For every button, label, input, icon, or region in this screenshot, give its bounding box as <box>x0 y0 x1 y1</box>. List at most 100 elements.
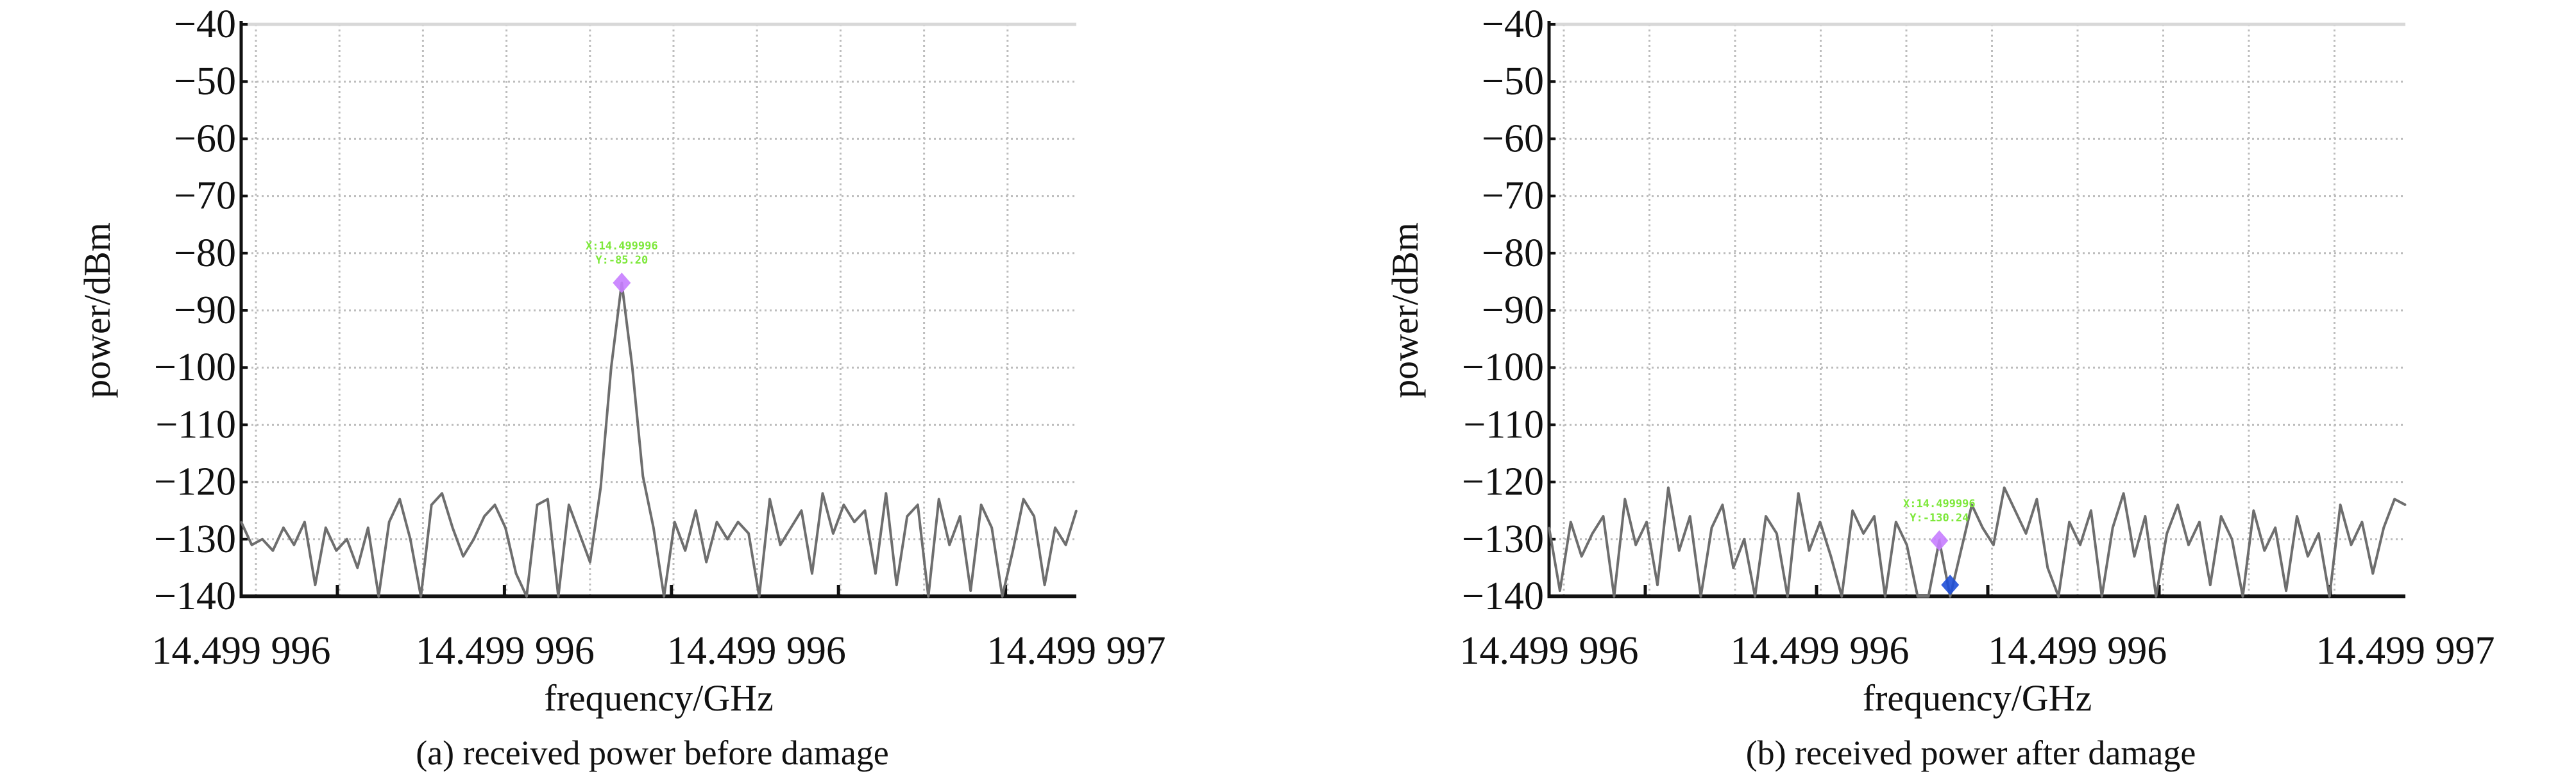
y-tick-label: −40 <box>174 3 236 46</box>
data-point <box>557 595 559 598</box>
data-point <box>1721 503 1724 506</box>
data-point <box>303 521 306 523</box>
data-point <box>2220 515 2223 517</box>
data-point <box>325 526 327 529</box>
data-point <box>2404 503 2407 506</box>
data-point <box>335 550 337 552</box>
data-point <box>885 492 887 494</box>
data-point <box>2123 492 2125 494</box>
data-point <box>536 503 538 506</box>
y-tick-label: −140 <box>154 575 236 618</box>
data-point <box>1044 584 1046 586</box>
marker-diamond-icon[interactable] <box>1941 575 1960 596</box>
data-point <box>599 487 602 489</box>
data-point <box>1818 521 1821 523</box>
data-point <box>441 492 443 494</box>
data-point <box>1591 532 1594 535</box>
data-point <box>874 572 877 575</box>
data-point <box>1949 595 1951 598</box>
data-point <box>1895 521 1897 523</box>
data-point <box>1992 544 1995 546</box>
data-point <box>525 595 528 598</box>
data-point <box>938 498 940 500</box>
data-point <box>2263 550 2266 552</box>
data-point <box>1786 595 1789 598</box>
data-point <box>1054 526 1056 529</box>
data-point <box>853 521 856 523</box>
data-point <box>927 595 929 598</box>
data-point <box>1678 550 1681 552</box>
data-point <box>1613 595 1615 598</box>
data-point <box>2393 498 2396 500</box>
y-tick-label: −140 <box>1462 575 1544 618</box>
marker-diamond-icon[interactable] <box>1930 530 1949 551</box>
data-point <box>652 526 655 529</box>
data-point <box>240 521 242 523</box>
data-point <box>895 584 898 586</box>
data-point <box>747 532 750 535</box>
y-tick-label: −80 <box>1482 231 1544 275</box>
data-point <box>2198 521 2201 523</box>
data-point <box>2307 555 2309 558</box>
x-tick-label: 14.499 996 <box>1988 629 2167 673</box>
data-point <box>261 538 264 541</box>
y-tick-label: −80 <box>174 231 236 275</box>
data-point <box>568 503 570 506</box>
chart-panel-1: −40 −50 −60 −70 −80 −90 −100 −110 −120 −130 −140 14… <box>1384 3 2495 772</box>
x-axis-label: frequency/GHz <box>544 677 774 719</box>
x-tick-label: 14.499 996 <box>667 629 846 673</box>
marker-diamond-icon[interactable] <box>613 273 631 294</box>
y-axis-label: power/dBm <box>1384 223 1426 398</box>
y-tick-label: −70 <box>174 174 236 218</box>
data-point <box>250 544 253 546</box>
data-point <box>2176 503 2179 506</box>
y-tick-label: −130 <box>154 517 236 561</box>
data-point <box>768 498 771 500</box>
data-point <box>377 595 380 598</box>
data-point <box>610 366 613 369</box>
data-point <box>737 521 740 523</box>
data-point <box>674 521 676 523</box>
data-point <box>2046 566 2049 569</box>
data-point <box>2068 521 2071 523</box>
data-point <box>2112 526 2114 529</box>
data-point <box>1623 498 1626 500</box>
data-point <box>2296 515 2298 517</box>
data-point <box>906 515 908 517</box>
chart-panel-0: −40 −50 −60 −70 −80 −90 −100 −110 −120 −130 −140 14… <box>76 3 1166 772</box>
data-point <box>2328 595 2331 598</box>
data-point <box>2155 595 2157 598</box>
data-point <box>726 538 729 541</box>
data-point <box>1580 555 1583 558</box>
data-point <box>282 526 285 529</box>
series-line <box>240 282 1078 598</box>
data-point <box>969 589 972 592</box>
y-tick-label: −60 <box>1482 117 1544 160</box>
data-point <box>790 526 792 529</box>
data-point <box>1960 550 1962 552</box>
data-point <box>2090 509 2092 512</box>
x-tick-label: 14.499 997 <box>987 629 1166 673</box>
data-point <box>2133 555 2136 558</box>
y-tick-label: −120 <box>154 460 236 504</box>
data-point <box>684 550 686 552</box>
data-point <box>1808 550 1811 552</box>
data-point <box>589 560 591 563</box>
y-tick-label: −100 <box>154 346 236 389</box>
data-point <box>2252 509 2255 512</box>
data-point <box>1829 555 1832 558</box>
marker-label-x: X:14.499996 <box>1903 498 1976 510</box>
data-point <box>1884 595 1886 598</box>
data-point <box>1634 544 1637 546</box>
x-tick-label: 14.499 996 <box>416 629 595 673</box>
data-point <box>1797 492 1800 494</box>
data-point <box>2025 532 2028 535</box>
data-point <box>2339 503 2342 506</box>
data-point <box>863 509 866 512</box>
data-point <box>271 550 274 552</box>
data-point <box>2371 572 2374 575</box>
data-point <box>1732 566 1734 569</box>
data-point <box>367 526 369 529</box>
data-point <box>1689 515 1691 517</box>
